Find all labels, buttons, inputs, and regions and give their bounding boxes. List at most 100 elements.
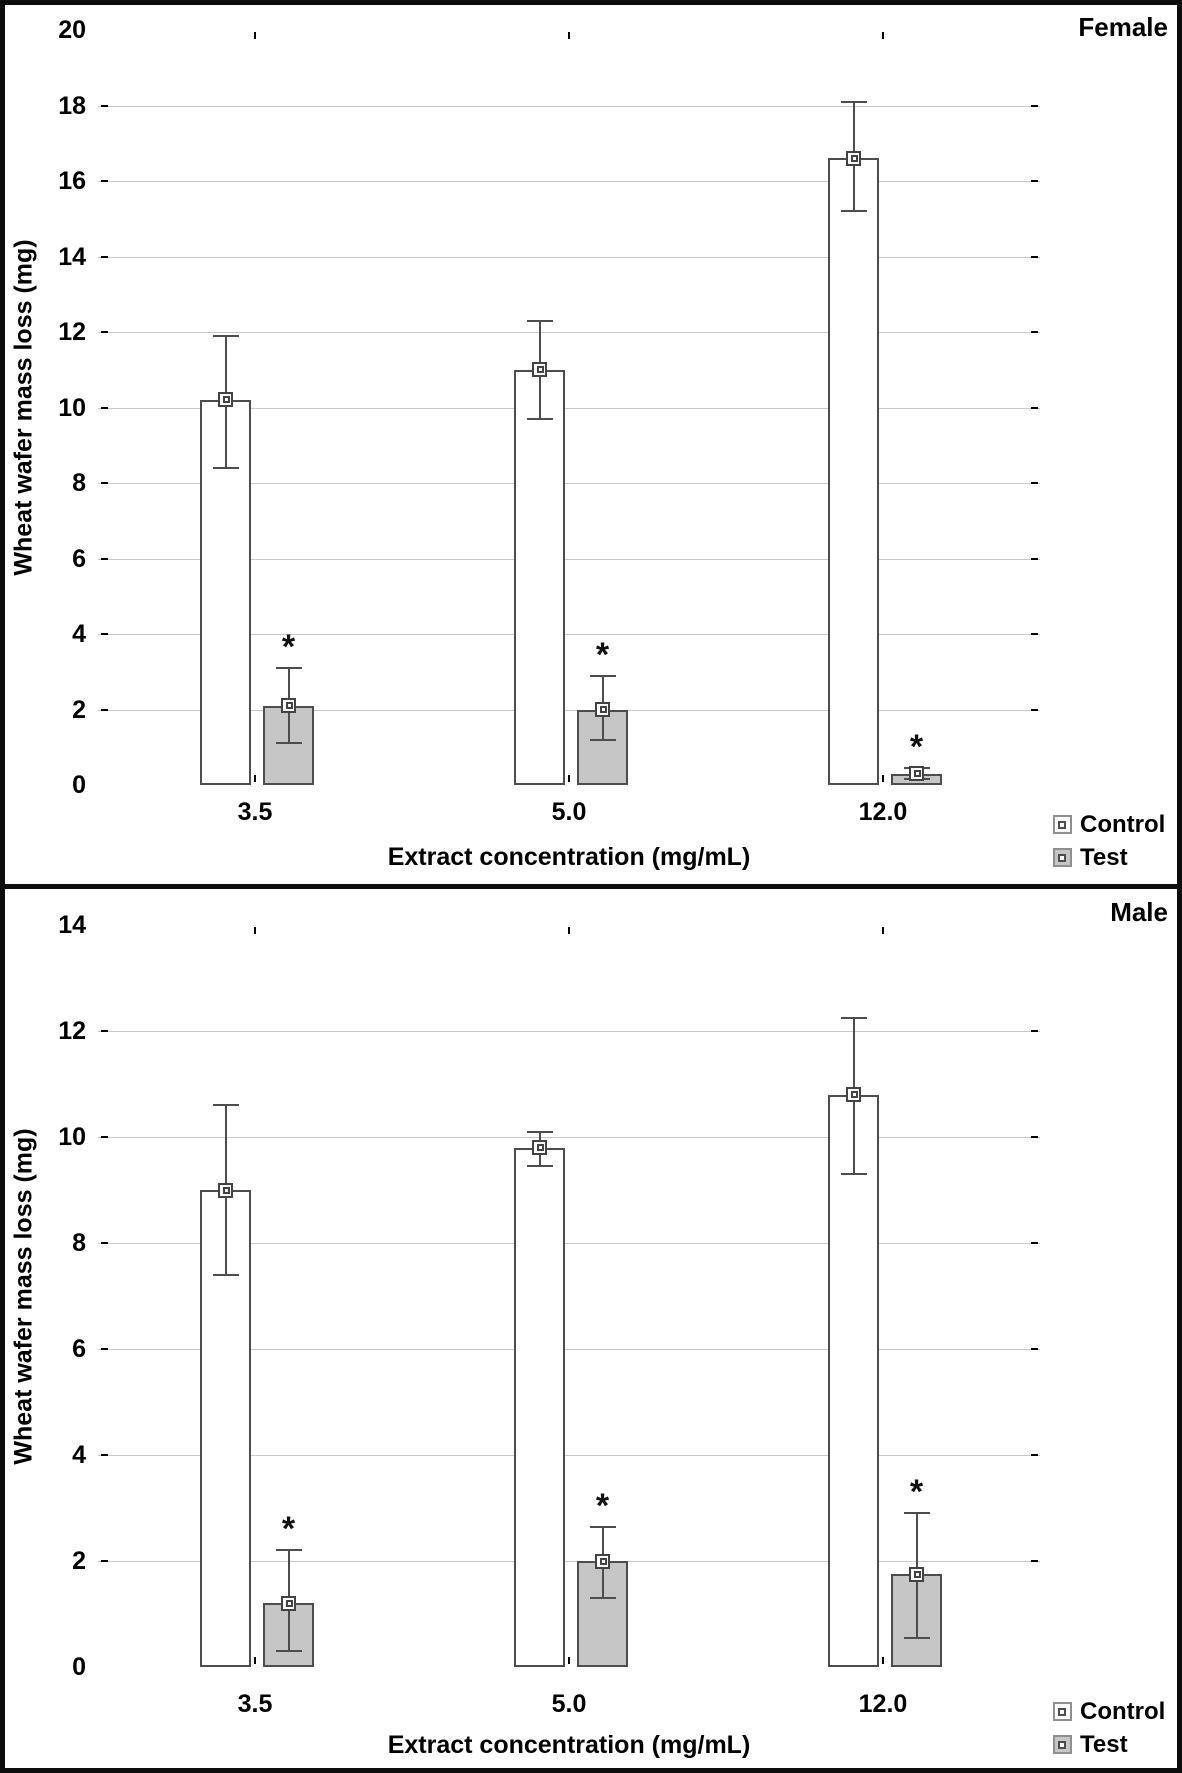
y-axis-tick-right xyxy=(1031,104,1038,107)
legend-swatch-control xyxy=(1053,815,1072,834)
x-axis-tick-top xyxy=(882,32,884,39)
error-bar-cap-top xyxy=(212,1104,239,1107)
y-tick-label: 14 xyxy=(58,911,86,939)
x-tick-label: 3.5 xyxy=(237,1690,273,1718)
y-tick-label: 20 xyxy=(58,16,86,44)
error-bar-cap-bottom xyxy=(275,742,302,745)
significance-asterisk: * xyxy=(909,728,924,766)
y-axis-tick-right xyxy=(1031,482,1038,484)
mean-marker-inner xyxy=(600,706,607,713)
error-bar-cap-top xyxy=(526,319,553,322)
y-axis-tick xyxy=(101,633,108,635)
legend-marker-icon xyxy=(1058,1740,1066,1749)
legend-swatch-test xyxy=(1053,848,1072,867)
y-axis-tick-right xyxy=(1031,557,1038,560)
mean-marker-inner xyxy=(223,1186,230,1194)
mean-marker xyxy=(595,1553,610,1569)
error-bar-cap-bottom xyxy=(589,1597,616,1600)
error-bar-cap-bottom xyxy=(275,1650,302,1653)
y-tick-label: 2 xyxy=(72,695,86,724)
gridline xyxy=(98,181,1040,182)
error-bar-cap-bottom xyxy=(840,210,867,213)
y-tick-label: 6 xyxy=(72,1335,86,1363)
x-axis-tick xyxy=(568,1657,570,1664)
y-axis-tick-right xyxy=(1031,180,1038,182)
y-tick-label: 0 xyxy=(72,1653,86,1681)
error-bar-cap-top xyxy=(275,1549,302,1552)
mean-marker xyxy=(532,1140,547,1156)
legend-item-test: Test xyxy=(1053,1728,1165,1761)
x-axis-title: Extract concentration (mg/mL) xyxy=(387,1731,751,1759)
legend-label: Control xyxy=(1080,1697,1166,1725)
error-bar-cap-bottom xyxy=(840,1173,867,1176)
legend-item-control: Control xyxy=(1053,808,1165,841)
error-bar-cap-top xyxy=(589,674,616,677)
panel-divider xyxy=(0,884,1182,889)
y-axis-tick xyxy=(101,1030,108,1032)
error-bar-cap-top xyxy=(589,1525,616,1528)
significance-asterisk: * xyxy=(909,1473,924,1512)
x-tick-label: 12.0 xyxy=(858,1690,908,1718)
gridline xyxy=(98,105,1040,107)
y-axis-tick-right xyxy=(1031,1242,1038,1244)
significance-asterisk: * xyxy=(595,635,610,674)
y-axis-tick xyxy=(101,708,108,711)
error-bar-cap-bottom xyxy=(212,1273,239,1276)
mean-marker-inner xyxy=(537,366,544,374)
gridline xyxy=(98,332,1040,333)
legend: Control Test xyxy=(1053,1695,1165,1761)
error-bar-cap-top xyxy=(275,666,302,669)
x-tick-label: 5.0 xyxy=(551,798,587,826)
mean-marker-inner xyxy=(914,770,921,778)
error-bar-cap-top xyxy=(903,1512,930,1515)
gridline xyxy=(98,1455,1040,1456)
panel-title: Female xyxy=(1078,12,1168,42)
legend-marker-icon xyxy=(1058,1707,1066,1716)
mean-marker-inner xyxy=(223,396,230,404)
significance-asterisk: * xyxy=(281,1510,296,1549)
mean-marker xyxy=(595,702,610,717)
gridline xyxy=(98,1561,1040,1562)
y-axis-tick-right xyxy=(1031,1560,1038,1562)
x-axis-tick xyxy=(568,775,570,782)
error-bar-cap-top xyxy=(212,334,239,337)
y-tick-label: 0 xyxy=(72,771,86,799)
y-tick-label: 16 xyxy=(58,167,86,195)
gridline xyxy=(98,407,1040,409)
gridline xyxy=(98,1137,1040,1138)
bar-control xyxy=(514,1147,565,1667)
y-axis-tick xyxy=(101,1242,108,1244)
legend-label: Control xyxy=(1080,810,1166,838)
x-axis-tick-top xyxy=(254,927,256,934)
y-tick-label: 8 xyxy=(72,1229,86,1257)
mean-marker-inner xyxy=(851,154,858,162)
y-tick-label: 4 xyxy=(72,620,86,648)
legend-label: Test xyxy=(1080,1730,1128,1758)
y-axis-tick xyxy=(101,331,108,333)
error-bar-cap-bottom xyxy=(212,466,239,469)
gridline xyxy=(98,1031,1040,1032)
mean-marker xyxy=(281,1595,296,1611)
y-axis-tick xyxy=(101,104,108,107)
error-bar-cap-bottom xyxy=(589,738,616,741)
y-tick-label: 18 xyxy=(58,91,86,120)
y-axis-tick-right xyxy=(1031,1348,1038,1350)
x-tick-label: 5.0 xyxy=(551,1690,587,1718)
mean-marker-inner xyxy=(286,1599,293,1607)
bar-control xyxy=(828,1094,879,1667)
plot-area: * * * xyxy=(98,30,1040,785)
mean-marker xyxy=(218,1182,233,1198)
y-axis-tick-right xyxy=(1031,1454,1038,1456)
mean-marker-inner xyxy=(851,1091,858,1099)
y-axis-tick-right xyxy=(1031,708,1038,711)
y-axis-tick xyxy=(101,1348,108,1350)
mean-marker-inner xyxy=(537,1144,544,1152)
y-tick-label: 2 xyxy=(72,1547,86,1575)
x-axis-tick-top xyxy=(882,927,884,934)
bar-control xyxy=(828,158,879,785)
x-tick-label: 3.5 xyxy=(237,798,273,826)
y-tick-label: 6 xyxy=(72,544,86,573)
y-axis-tick-right xyxy=(1031,1030,1038,1032)
error-bar-cap-top xyxy=(840,100,867,103)
